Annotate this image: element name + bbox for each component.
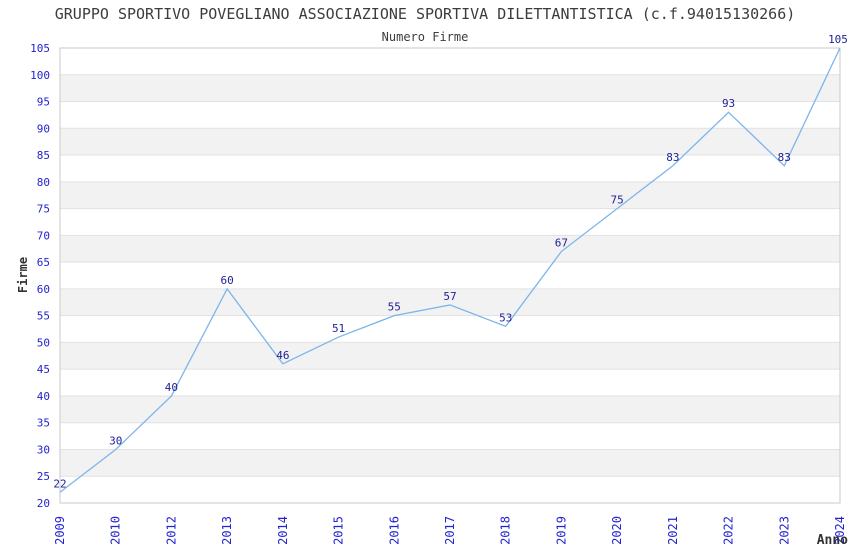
chart-subtitle: Numero Firme [382, 30, 469, 44]
y-tick-label: 100 [30, 69, 50, 82]
series-line-numero-firme [59, 47, 841, 493]
plot-band [60, 288, 840, 316]
x-tick-label: 2010 [109, 516, 123, 545]
x-tick-label: 2009 [53, 516, 67, 545]
data-label: 93 [722, 97, 735, 110]
plot-band [60, 395, 840, 423]
data-label: 46 [276, 349, 289, 362]
gridlines [60, 74, 840, 477]
data-labels: 22 30 40 60 46 51 55 57 53 67 75 83 93 83 105 [53, 33, 848, 490]
plot-band [60, 235, 840, 263]
x-tick-label: 2023 [777, 516, 791, 545]
y-tick-label: 90 [37, 122, 50, 135]
x-tick-label: 2019 [554, 516, 568, 545]
data-label: 105 [828, 33, 848, 46]
x-tick-label: 2021 [666, 516, 680, 545]
data-label: 60 [221, 274, 234, 287]
data-label: 51 [332, 322, 345, 335]
y-tick-label: 35 [37, 417, 50, 430]
data-label: 83 [778, 151, 791, 164]
data-label: 30 [109, 434, 122, 447]
y-tick-label: 50 [37, 336, 50, 349]
y-tick-label: 105 [30, 42, 50, 55]
x-tick-label: 2013 [220, 516, 234, 545]
plot-band [60, 449, 840, 477]
x-tick-label: 2020 [610, 516, 624, 545]
data-label: 55 [388, 301, 401, 314]
y-tick-label: 40 [37, 390, 50, 403]
x-tick-label: 2015 [332, 516, 346, 545]
y-tick-label: 80 [37, 176, 50, 189]
y-tick-label: 25 [37, 470, 50, 483]
y-tick-label: 45 [37, 363, 50, 376]
plot-band [60, 128, 840, 156]
data-label: 40 [165, 381, 178, 394]
y-tick-label: 60 [37, 283, 50, 296]
y-tick-label: 70 [37, 229, 50, 242]
x-tick-label: 2016 [387, 516, 401, 545]
x-tick-label: 2024 [833, 516, 847, 545]
x-tick-label: 2022 [722, 516, 736, 545]
data-label: 67 [555, 236, 568, 249]
data-label: 22 [53, 477, 66, 490]
y-tick-label: 20 [37, 497, 50, 510]
data-label: 53 [499, 311, 512, 324]
y-tick-label: 65 [37, 256, 50, 269]
y-tick-label: 75 [37, 203, 50, 216]
x-tick-label: 2012 [164, 516, 178, 545]
plot-band [60, 181, 840, 209]
data-label: 83 [666, 151, 679, 164]
plot-border [59, 47, 841, 504]
data-label: 75 [611, 194, 624, 207]
y-tick-label: 55 [37, 310, 50, 323]
y-axis-title: Firme [16, 257, 30, 293]
data-label: 57 [443, 290, 456, 303]
x-tick-label: 2014 [276, 516, 290, 545]
y-axis-tick-labels: 20 25 30 35 40 45 50 55 60 65 70 75 80 85 90 95 100 105 [30, 42, 50, 510]
x-axis-title: Anno [817, 533, 848, 548]
chart-title: GRUPPO SPORTIVO POVEGLIANO ASSOCIAZIONE … [55, 5, 796, 23]
plot-band [60, 74, 840, 102]
y-tick-label: 85 [37, 149, 50, 162]
x-tick-label: 2017 [443, 516, 457, 545]
x-axis-tick-labels: 2009 2010 2012 2013 2014 2015 2016 2017 2018 2019… [53, 516, 847, 545]
y-tick-label: 30 [37, 443, 50, 456]
plot-bands [60, 74, 840, 477]
plot-band [60, 342, 840, 370]
x-tick-label: 2018 [499, 516, 513, 545]
y-tick-label: 95 [37, 96, 50, 109]
